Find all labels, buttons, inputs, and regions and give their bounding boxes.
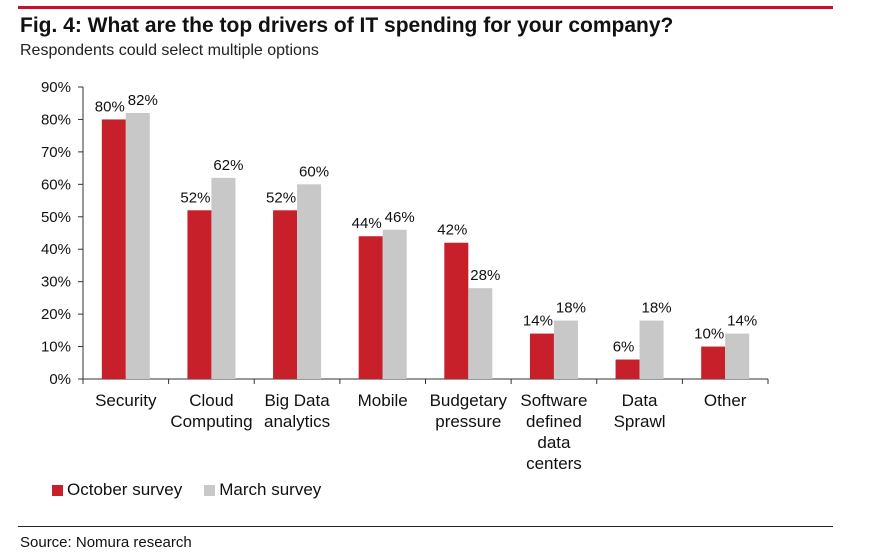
category-label: Software: [520, 391, 587, 410]
legend-label-march: March survey: [219, 480, 322, 499]
category-label: Budgetary: [430, 391, 508, 410]
y-tick-label: 80%: [41, 111, 71, 128]
y-tick-label: 60%: [41, 176, 71, 193]
bar-october: [615, 359, 640, 379]
legend-swatch-march: [204, 484, 216, 496]
category-label: Big Data: [264, 391, 330, 410]
data-label: 18%: [642, 300, 672, 317]
data-label: 18%: [556, 300, 586, 317]
bar-october: [529, 333, 554, 379]
bar-march: [211, 177, 236, 379]
category-label: Security: [95, 391, 157, 410]
chart-title: Fig. 4: What are the top drivers of IT s…: [20, 14, 674, 37]
category-label: Computing: [170, 412, 252, 431]
data-label: 52%: [266, 189, 296, 206]
bottom-rule: [18, 526, 833, 527]
bar-march: [125, 112, 150, 379]
category-label: Other: [704, 391, 747, 410]
bar-october: [273, 210, 298, 379]
y-tick-label: 0%: [49, 371, 71, 388]
top-rule: [18, 6, 833, 9]
legend-swatch-october: [52, 484, 63, 496]
bar-march: [725, 333, 750, 379]
data-label: 60%: [299, 163, 329, 180]
category-label: centers: [526, 454, 582, 473]
data-label: 80%: [95, 98, 125, 115]
bar-march: [297, 184, 322, 379]
bar-october: [187, 210, 212, 379]
category-label: Sprawl: [614, 412, 666, 431]
category-label: data: [537, 433, 571, 452]
bar-october: [701, 346, 726, 379]
bar-march: [382, 229, 407, 379]
data-label: 52%: [180, 189, 210, 206]
chart-subtitle: Respondents could select multiple option…: [20, 42, 319, 59]
data-label: 62%: [213, 157, 243, 174]
category-label: analytics: [264, 412, 330, 431]
data-label: 82%: [128, 92, 158, 109]
bar-march: [639, 320, 664, 379]
y-tick-label: 30%: [41, 274, 71, 291]
data-label: 10%: [694, 326, 724, 343]
category-label: Data: [622, 391, 658, 410]
data-label: 14%: [727, 313, 757, 330]
data-label: 42%: [437, 222, 467, 239]
category-label: pressure: [435, 412, 501, 431]
category-label: Mobile: [358, 391, 408, 410]
bar-march: [468, 288, 493, 379]
data-label: 6%: [613, 339, 635, 356]
category-label: defined: [526, 412, 582, 431]
data-label: 28%: [470, 267, 500, 284]
category-label: Cloud: [189, 391, 233, 410]
data-label: 46%: [385, 209, 415, 226]
y-tick-label: 40%: [41, 241, 71, 258]
y-tick-label: 70%: [41, 144, 71, 161]
legend-item-march: March survey: [204, 480, 321, 500]
bar-october: [101, 119, 126, 379]
y-tick-label: 20%: [41, 306, 71, 323]
y-tick-label: 50%: [41, 209, 71, 226]
bar-march: [553, 320, 578, 379]
legend: October survey March survey: [52, 480, 343, 500]
legend-item-october: October survey: [52, 480, 182, 500]
y-tick-label: 10%: [41, 339, 71, 356]
data-label: 14%: [523, 313, 553, 330]
data-label: 44%: [352, 215, 382, 232]
y-tick-label: 90%: [41, 79, 71, 96]
source-note: Source: Nomura research: [20, 534, 192, 551]
bar-october: [358, 236, 383, 379]
bar-october: [444, 242, 469, 379]
legend-label-october: October survey: [67, 480, 183, 499]
